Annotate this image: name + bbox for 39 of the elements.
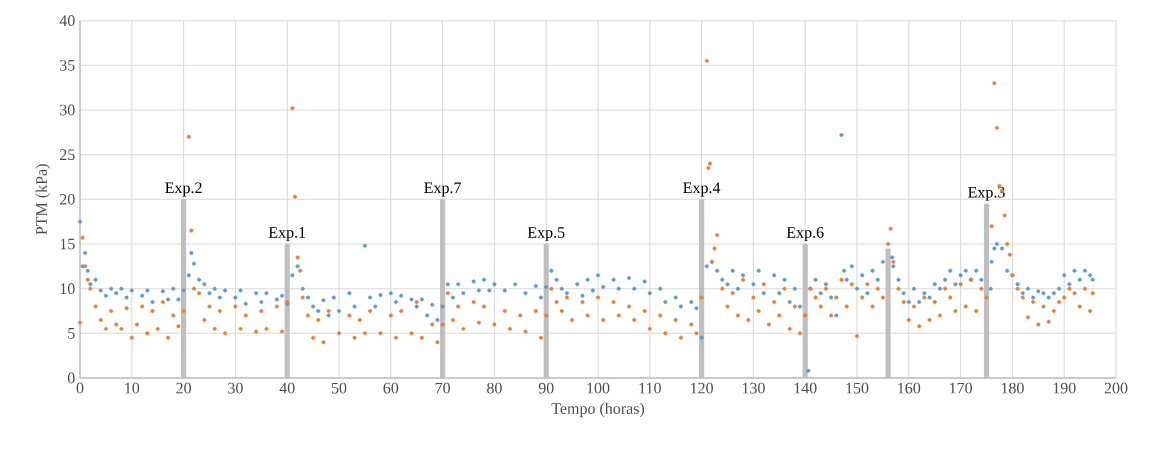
annotation: Exp.3	[968, 186, 1005, 201]
annotation: Exp.4	[683, 182, 721, 197]
y-tick-label: 15	[60, 238, 75, 250]
x-tick-label: 190	[1053, 382, 1076, 394]
x-tick-label: 150	[846, 382, 869, 394]
x-tick-label: 100	[587, 382, 610, 394]
x-tick-label: 10	[125, 382, 140, 394]
y-tick-label: 35	[60, 59, 75, 71]
x-tick-label: 30	[228, 382, 243, 394]
x-tick-label: 60	[383, 382, 399, 394]
x-tick-label: 70	[435, 382, 450, 394]
y-tick-label: 25	[60, 149, 75, 161]
x-tick-label: 130	[742, 382, 765, 394]
y-axis-title: PTM (kPa)	[35, 164, 51, 235]
x-tick-label: 80	[487, 382, 502, 394]
y-tick-label: 40	[59, 15, 75, 27]
y-tick-label: 5	[68, 328, 75, 339]
annotation: Exp.6	[786, 227, 824, 242]
x-tick-label: 160	[898, 382, 921, 394]
x-tick-label: 170	[950, 382, 972, 394]
annotation: Exp.2	[165, 182, 202, 197]
x-axis-title: Tempo (horas)	[551, 402, 645, 418]
x-tick-label: 200	[1104, 382, 1128, 394]
annotation: Exp.5	[527, 227, 565, 242]
x-tick-label: 90	[538, 382, 554, 394]
y-tick-label: 10	[60, 283, 75, 295]
x-tick-label: 0	[76, 382, 84, 394]
y-tick-label: 30	[60, 104, 75, 116]
x-tick-label: 180	[1001, 382, 1024, 394]
annotation: Exp.7	[424, 182, 462, 197]
y-tick-label: 20	[60, 193, 75, 205]
annotation: Exp.1	[268, 227, 306, 242]
y-tick-label: 0	[67, 372, 75, 384]
x-tick-label: 140	[794, 382, 817, 394]
x-tick-label: 40	[279, 382, 295, 394]
x-tick-label: 20	[176, 382, 191, 394]
x-tick-label: 110	[639, 382, 661, 394]
x-tick-label: 120	[691, 382, 713, 394]
x-tick-label: 50	[331, 382, 347, 394]
